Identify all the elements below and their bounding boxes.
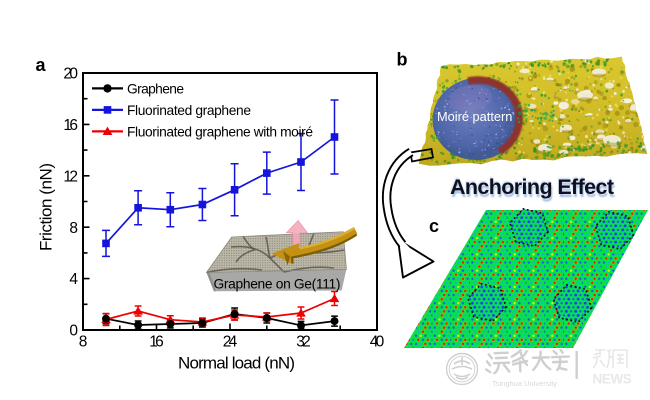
svg-text:b: b [397, 50, 408, 70]
svg-text:24: 24 [223, 334, 238, 351]
svg-text:Fluorinated graphene with moir: Fluorinated graphene with moiré [127, 124, 313, 139]
svg-text:32: 32 [296, 334, 311, 351]
svg-text:8: 8 [69, 220, 78, 237]
svg-text:40: 40 [370, 334, 385, 351]
svg-text:c: c [429, 216, 439, 236]
svg-text:Anchoring Effect: Anchoring Effect [451, 178, 615, 202]
svg-text:a: a [36, 55, 47, 75]
svg-text:Anchoring Effect: Anchoring Effect [450, 174, 614, 198]
svg-text:Moiré pattern: Moiré pattern [437, 109, 512, 124]
svg-text:Fluorinated graphene: Fluorinated graphene [127, 103, 251, 118]
svg-text:16: 16 [63, 117, 78, 134]
svg-text:16: 16 [149, 334, 164, 351]
svg-text:Tsinghua University: Tsinghua University [492, 379, 557, 388]
svg-text:4: 4 [69, 271, 78, 288]
svg-text:0: 0 [69, 323, 78, 340]
svg-text:Anchoring Effect: Anchoring Effect [450, 175, 614, 199]
svg-text:NEWS: NEWS [593, 372, 632, 387]
svg-text:Graphene: Graphene [127, 81, 184, 96]
svg-text:8: 8 [79, 334, 88, 351]
svg-text:Normal load (nN): Normal load (nN) [178, 353, 295, 372]
svg-text:Graphene on Ge(111): Graphene on Ge(111) [214, 277, 341, 292]
svg-text:20: 20 [63, 66, 78, 83]
svg-text:Friction (nN): Friction (nN) [37, 163, 56, 251]
svg-text:12: 12 [63, 168, 78, 185]
